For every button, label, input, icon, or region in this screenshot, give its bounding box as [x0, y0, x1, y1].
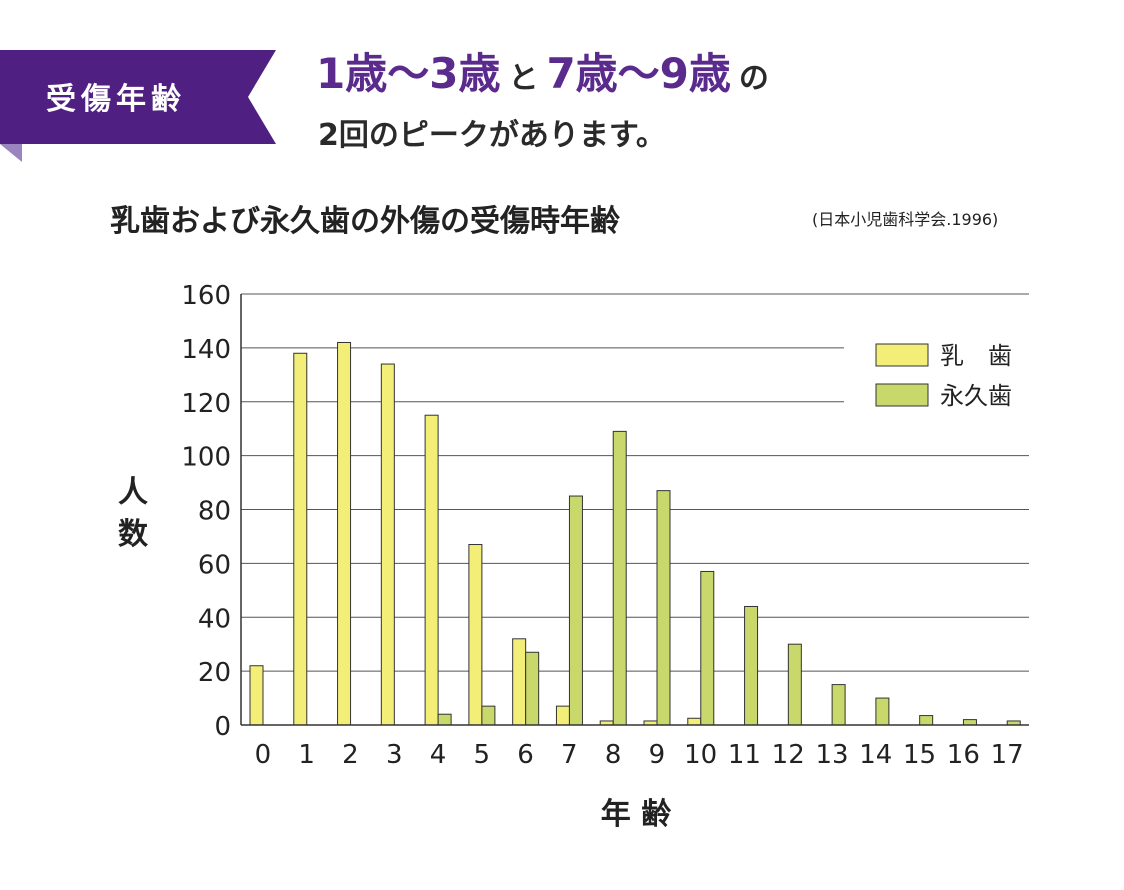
bar-permanent-teeth [700, 570, 715, 726]
x-tick-label: 17 [991, 740, 1024, 770]
y-axis-title-char: 数 [118, 517, 149, 552]
tag-ribbon-shape [0, 50, 276, 162]
x-tick-label: 8 [605, 740, 622, 770]
age-tag: 受傷年齢 [0, 48, 280, 164]
bar-permanent-teeth [875, 697, 890, 726]
headline-conjunction: と [508, 61, 539, 96]
chart-source: (日本小児歯科学会.1996) [812, 210, 999, 229]
bar-permanent-teeth [437, 713, 452, 726]
x-tick-label: 13 [815, 740, 848, 770]
x-tick-label: 5 [474, 740, 491, 770]
y-tick-label: 140 [181, 335, 231, 365]
headline-line2: 2回のピークがあります。 [318, 118, 666, 153]
bar-baby-teeth [249, 665, 264, 726]
x-tick-label: 1 [298, 740, 315, 770]
bar-baby-teeth [293, 352, 308, 726]
y-tick-label: 100 [181, 443, 231, 473]
x-tick-label: 9 [649, 740, 666, 770]
legend-swatch-permanent-teeth [875, 383, 929, 407]
legend-swatch-baby-teeth [875, 343, 929, 367]
bar-baby-teeth [687, 717, 702, 726]
x-tick-label: 10 [684, 740, 717, 770]
headline-range-2: 7歳〜9歳 [546, 49, 731, 98]
x-tick-label: 16 [947, 740, 980, 770]
x-tick-label: 0 [255, 740, 272, 770]
bar-baby-teeth [424, 414, 439, 726]
y-tick-label: 0 [214, 712, 231, 742]
x-tick-label: 14 [859, 740, 892, 770]
x-tick-label: 11 [728, 740, 761, 770]
y-tick-label: 80 [198, 497, 231, 527]
y-tick-label: 160 [181, 281, 231, 311]
y-tick-label: 20 [198, 658, 231, 688]
y-tick-label: 40 [198, 604, 231, 634]
legend-label-baby-teeth: 乳 歯 [940, 342, 1012, 370]
x-axis-title: 年 齢 [601, 797, 671, 832]
bar-baby-teeth [512, 638, 527, 726]
x-tick-label: 7 [561, 740, 578, 770]
tag-label: 受傷年齢 [46, 82, 186, 117]
bar-permanent-teeth [568, 495, 583, 726]
bar-permanent-teeth [525, 651, 540, 726]
bar-baby-teeth [555, 705, 570, 726]
headline-line1: 1歳〜3歳と 7歳〜9歳の [316, 48, 777, 109]
legend-label-permanent-teeth: 永久歯 [940, 382, 1012, 410]
chart-title: 乳歯および永久歯の外傷の受傷時年齢 [110, 204, 620, 239]
x-tick-label: 12 [772, 740, 805, 770]
bar-permanent-teeth [787, 643, 802, 726]
x-tick-label: 3 [386, 740, 403, 770]
bar-baby-teeth [337, 341, 352, 726]
bar-permanent-teeth [481, 705, 496, 726]
bar-permanent-teeth [656, 490, 671, 726]
y-axis-title-char: 人 [118, 475, 148, 510]
y-tick-label: 60 [198, 550, 231, 580]
bar-baby-teeth [468, 544, 483, 726]
x-tick-label: 4 [430, 740, 447, 770]
x-tick-label: 2 [342, 740, 359, 770]
x-tick-label: 6 [517, 740, 534, 770]
bar-baby-teeth [380, 363, 395, 726]
bar-permanent-teeth [744, 605, 759, 726]
headline-particle: の [738, 61, 769, 96]
bar-permanent-teeth [919, 715, 934, 726]
x-tick-label: 15 [903, 740, 936, 770]
y-tick-label: 120 [181, 389, 231, 419]
bar-permanent-teeth [612, 430, 627, 726]
headline-range-1: 1歳〜3歳 [316, 49, 501, 98]
bar-permanent-teeth [962, 719, 977, 726]
bar-permanent-teeth [831, 684, 846, 726]
